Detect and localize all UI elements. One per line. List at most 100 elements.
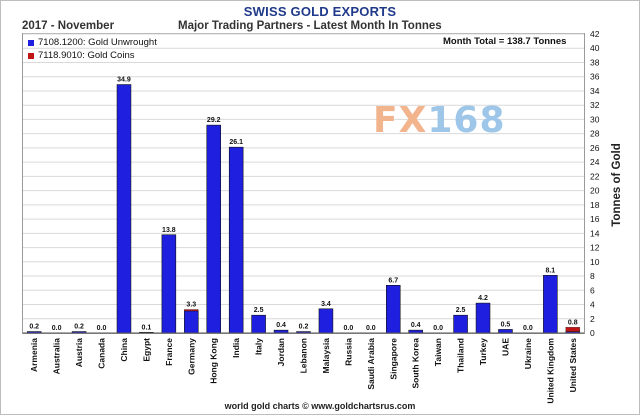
y-tick-label: 34 xyxy=(590,86,600,96)
y-tick-label: 40 xyxy=(590,43,600,53)
y-tick-label: 10 xyxy=(590,257,600,267)
y-tick-label: 18 xyxy=(590,200,600,210)
data-label: 6.7 xyxy=(388,277,398,284)
x-tick-label: Singapore xyxy=(388,338,398,380)
legend-item-unwrought: 7108.1200: Gold Unwrought xyxy=(28,36,157,49)
bar-unwrought xyxy=(184,310,199,334)
x-tick-label: UAE xyxy=(500,338,510,356)
y-tick-label: 12 xyxy=(590,243,600,253)
x-tick-label: Italy xyxy=(254,338,264,355)
chart-title: SWISS GOLD EXPORTS xyxy=(243,4,397,19)
data-label: 0.0 xyxy=(344,325,354,332)
y-tick-label: 32 xyxy=(590,100,600,110)
y-tick-label: 38 xyxy=(590,57,600,67)
data-label: 0.8 xyxy=(568,319,578,326)
data-label: 0.0 xyxy=(523,325,533,332)
x-tick-label: Canada xyxy=(97,338,107,369)
y-tick-label: 16 xyxy=(590,214,600,224)
bar-unwrought xyxy=(318,308,334,334)
watermark-logo: FX168 xyxy=(373,100,506,141)
x-tick-label: Egypt xyxy=(141,338,151,362)
legend-label-unwrought: 7108.1200: Gold Unwrought xyxy=(38,37,157,48)
footer-credit: world gold charts © www.goldchartsrus.co… xyxy=(224,401,416,411)
data-label: 29.2 xyxy=(207,117,221,124)
x-tick-label: France xyxy=(164,338,174,366)
x-tick-label: Thailand xyxy=(456,338,466,373)
y-tick-label: 26 xyxy=(590,143,600,153)
data-label: 2.5 xyxy=(456,307,466,314)
data-label: 0.1 xyxy=(142,324,152,331)
data-label: 0.2 xyxy=(74,324,84,331)
data-label: 0.4 xyxy=(411,322,421,329)
x-tick-label: South Korea xyxy=(411,338,421,389)
chart-subtitle: Major Trading Partners - Latest Month In… xyxy=(178,20,442,32)
data-label: 2.5 xyxy=(254,307,264,314)
y-tick-label: 22 xyxy=(590,171,600,181)
data-label: 4.2 xyxy=(478,295,488,302)
bar-unwrought xyxy=(251,314,266,334)
y-tick-label: 36 xyxy=(590,72,600,82)
y-tick-label: 28 xyxy=(590,129,600,139)
data-label: 13.8 xyxy=(162,227,176,234)
x-tick-label: Taiwan xyxy=(433,338,443,366)
data-label: 0.2 xyxy=(299,324,309,331)
bar-unwrought xyxy=(386,285,401,334)
x-tick-label: Lebanon xyxy=(299,338,309,373)
y-tick-label: 2 xyxy=(590,314,595,324)
bar-unwrought xyxy=(228,146,244,334)
x-tick-label: Hong Kong xyxy=(209,338,219,384)
x-tick-label: Ukraine xyxy=(523,338,533,369)
legend: 7108.1200: Gold Unwrought 7118.9010: Gol… xyxy=(28,36,157,62)
x-tick-label: Saudi Arabia xyxy=(366,338,376,390)
data-label: 34.9 xyxy=(117,77,131,84)
y-tick-label: 6 xyxy=(590,285,595,295)
bar-unwrought xyxy=(116,84,132,334)
x-tick-label: Armenia xyxy=(29,338,39,372)
bar-unwrought xyxy=(475,302,491,334)
x-tick-label: Jordan xyxy=(276,338,286,366)
y-tick-label: 24 xyxy=(590,157,600,167)
data-label: 3.3 xyxy=(186,302,196,309)
legend-swatch-unwrought xyxy=(28,39,34,46)
bar-unwrought xyxy=(161,234,177,334)
date-label: 2017 - November xyxy=(22,20,115,32)
legend-item-coins: 7118.9010: Gold Coins xyxy=(28,49,157,62)
data-label: 3.4 xyxy=(321,301,331,308)
y-axis-label: Tonnes of Gold xyxy=(611,143,623,227)
y-tick-label: 30 xyxy=(590,114,600,124)
data-label: 0.4 xyxy=(276,322,286,329)
legend-swatch-coins xyxy=(28,52,34,59)
x-tick-label: Turkey xyxy=(478,338,488,366)
month-total: Month Total = 138.7 Tonnes xyxy=(443,36,567,47)
y-tick-label: 20 xyxy=(590,186,600,196)
x-tick-label: United Kingdom xyxy=(545,338,555,404)
y-tick-label: 0 xyxy=(590,328,595,338)
x-tick-label: Austria xyxy=(74,338,84,368)
data-label: 0.0 xyxy=(433,325,443,332)
data-label: 0.2 xyxy=(29,324,39,331)
bar-unwrought xyxy=(498,329,513,334)
y-tick-label: 8 xyxy=(590,271,595,281)
x-tick-label: Germany xyxy=(186,338,196,375)
x-tick-label: Malaysia xyxy=(321,338,331,374)
x-tick-label: Russia xyxy=(343,338,353,366)
x-tick-label: United States xyxy=(568,338,578,393)
bar-coins xyxy=(565,327,580,332)
data-label: 0.0 xyxy=(97,325,107,332)
bar-unwrought xyxy=(453,314,468,334)
x-tick-label: India xyxy=(231,338,241,358)
y-tick-label: 4 xyxy=(590,300,595,310)
bar-unwrought xyxy=(206,124,221,334)
data-label: 0.5 xyxy=(501,321,511,328)
y-tick-label: 14 xyxy=(590,228,600,238)
x-tick-label: Australia xyxy=(52,338,62,375)
bar-unwrought xyxy=(543,275,558,334)
bar-coins xyxy=(184,309,199,312)
x-tick-label: China xyxy=(119,338,129,362)
y-tick-label: 42 xyxy=(590,29,600,39)
legend-label-coins: 7118.9010: Gold Coins xyxy=(38,50,135,61)
data-label: 26.1 xyxy=(229,139,243,146)
data-label: 0.0 xyxy=(52,325,62,332)
data-label: 0.0 xyxy=(366,325,376,332)
